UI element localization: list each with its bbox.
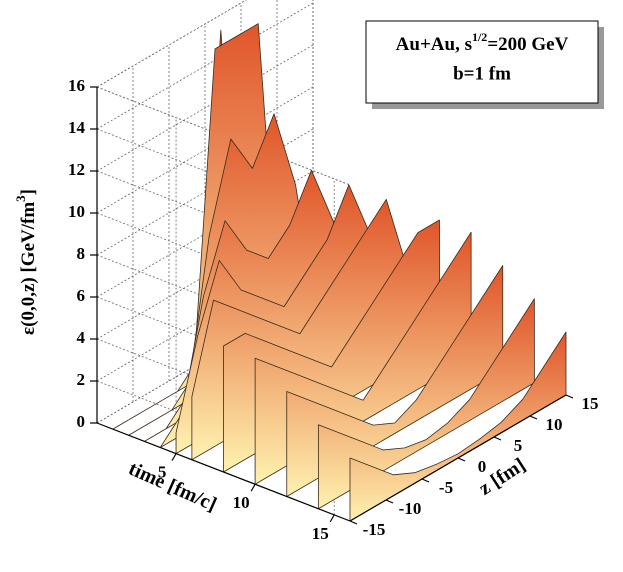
y-tick-label: 4 (77, 328, 86, 347)
z-tick (349, 520, 358, 525)
y-tick-label: 16 (68, 76, 85, 95)
legend-line1: Au+Au, s1/2=200 GeV (396, 30, 569, 56)
grid-line (96, 254, 351, 354)
y-label-sup: 3 (13, 195, 28, 202)
grid-line (96, 296, 351, 396)
legend-text: =200 GeV (487, 34, 568, 55)
y-axis-label: ε(0,0,z) [GeV/fm3] (13, 189, 39, 335)
legend-text: Au+Au, s (396, 34, 472, 55)
grid-line (96, 338, 351, 438)
y-tick-label: 0 (77, 412, 86, 431)
axis-layer: 0 2 4 6 8 10 12 14 16 -15 -10 -5 0 5 10 15 5 10 15 (68, 76, 599, 543)
y-tick-label: 14 (68, 118, 86, 137)
z-tick (457, 457, 466, 462)
z-tick-label: 15 (582, 394, 599, 413)
x-tick (171, 453, 177, 461)
grid-line (96, 212, 351, 312)
x-axis-label: time [fm/c] (125, 458, 220, 516)
y-tick-label: 8 (77, 244, 86, 263)
y-tick-label: 10 (68, 202, 85, 221)
z-tick (385, 499, 394, 504)
grid-line (96, 128, 351, 228)
y-tick-label: 6 (77, 286, 86, 305)
x-tick (329, 514, 335, 523)
y-label-text: ] (18, 189, 39, 195)
z-tick (493, 436, 502, 441)
x-tick (250, 483, 256, 492)
x-tick-label: 5 (158, 463, 167, 482)
legend-sup: 1/2 (472, 30, 487, 44)
z-tick-label: 10 (546, 415, 563, 434)
z-tick-label: -15 (363, 520, 386, 539)
z-tick-label: 5 (514, 436, 523, 455)
z-tick (565, 394, 574, 399)
y-tick-label: 2 (77, 370, 86, 389)
z-tick-label: -5 (439, 478, 453, 497)
legend-box (365, 20, 599, 104)
x-tick-label: 15 (312, 524, 329, 543)
z-tick-label: 0 (478, 457, 487, 476)
y-tick-label: 12 (68, 160, 85, 179)
back-edge (96, 86, 351, 186)
x-tick-label: 10 (233, 493, 250, 512)
back-edge (96, 0, 247, 88)
x-axis (96, 422, 351, 522)
z-tick (421, 478, 430, 483)
y-label-text: ε(0,0,z) [GeV/fm (18, 202, 39, 335)
grid-line (96, 380, 351, 480)
z-tick (529, 415, 538, 420)
z-tick-label: -10 (399, 499, 422, 518)
surface-strip (349, 331, 567, 522)
legend-line2: b=1 fm (453, 63, 511, 84)
surface-layer (112, 23, 567, 522)
surface-strip (317, 298, 535, 510)
grid-line (96, 170, 351, 270)
z-axis (349, 394, 567, 522)
